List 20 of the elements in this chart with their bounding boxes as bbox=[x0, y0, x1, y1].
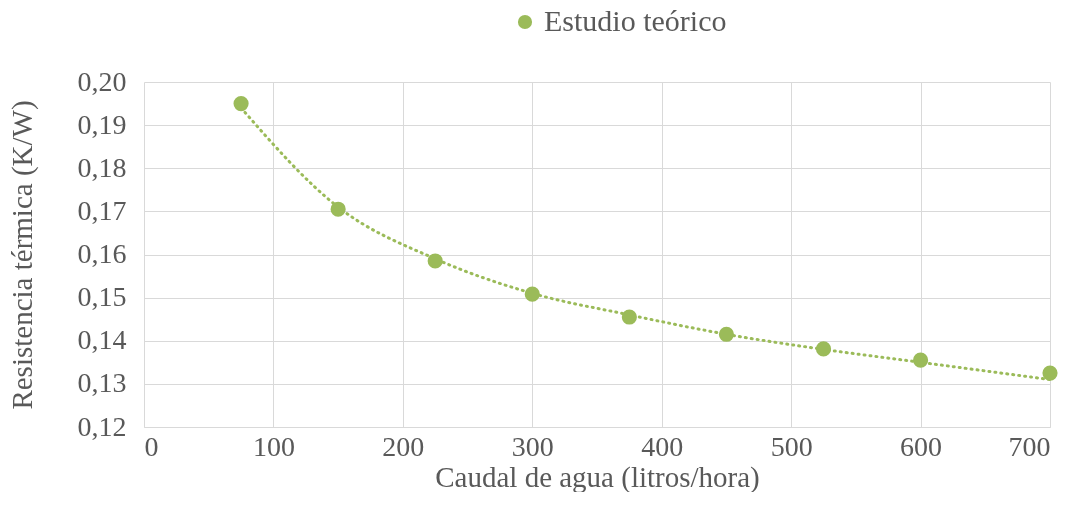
y-tick-label: 0,17 bbox=[77, 194, 127, 226]
y-tick-label: 0,12 bbox=[77, 410, 127, 442]
x-tick-label: 200 bbox=[382, 430, 425, 462]
y-tick-label: 0,14 bbox=[77, 324, 127, 356]
y-axis-title: Resistencia térmica (K/W) bbox=[5, 100, 39, 410]
x-tick-label: 100 bbox=[252, 430, 295, 462]
y-tick-label: 0,16 bbox=[77, 238, 127, 269]
y-tick-label: 0,20 bbox=[77, 65, 127, 97]
y-tick-label: 0,19 bbox=[77, 108, 127, 140]
x-axis-title: Caudal de agua (litros/hora) bbox=[435, 460, 760, 494]
x-tick-label: 700 bbox=[1008, 430, 1051, 462]
y-tick-label: 0,15 bbox=[77, 281, 127, 313]
x-tick-label: 600 bbox=[900, 430, 943, 462]
x-tick-label: 0 bbox=[144, 430, 159, 462]
x-tick-label: 400 bbox=[641, 430, 684, 462]
legend-label: Estudio teórico bbox=[544, 4, 727, 37]
x-tick-label: 300 bbox=[511, 430, 554, 462]
y-tick-label: 0,18 bbox=[77, 151, 127, 183]
x-tick-label: 500 bbox=[770, 430, 813, 462]
y-tick-label: 0,13 bbox=[77, 367, 127, 399]
